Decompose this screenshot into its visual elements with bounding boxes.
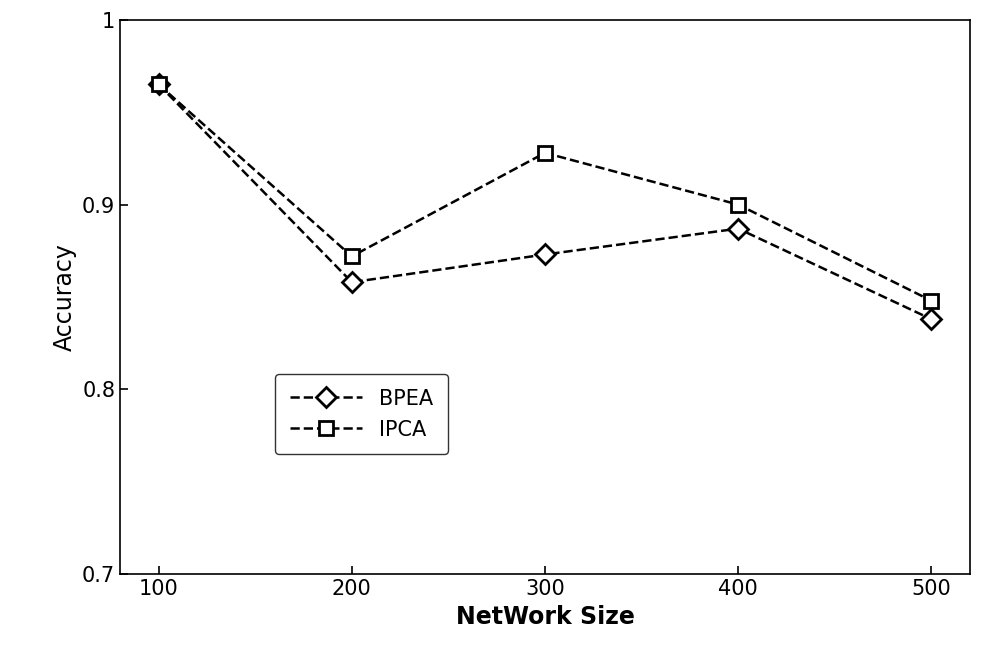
IPCA [925,297,937,305]
Line: IPCA: IPCA [152,77,938,308]
Line: BPEA: BPEA [152,77,938,326]
X-axis label: NetWork Size: NetWork Size [456,605,634,628]
Legend: BPEA, IPCA: BPEA, IPCA [275,374,448,455]
BPEA [539,251,551,259]
IPCA [539,149,551,157]
BPEA [153,81,165,88]
IPCA [732,201,744,209]
Y-axis label: Accuracy: Accuracy [52,243,76,351]
IPCA [346,252,358,260]
IPCA [153,81,165,88]
BPEA [732,224,744,232]
BPEA [346,279,358,286]
BPEA [925,315,937,323]
